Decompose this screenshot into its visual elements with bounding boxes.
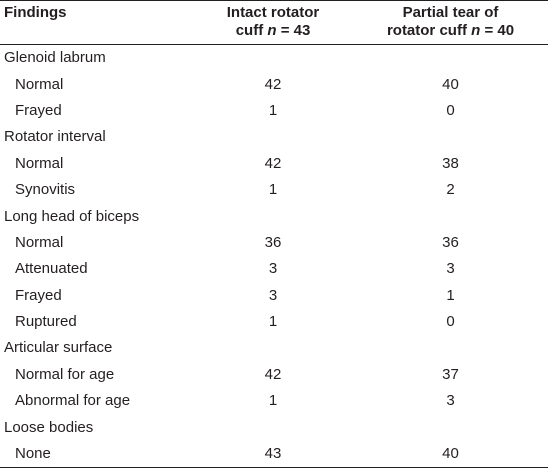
table-row: Frayed 3 1 xyxy=(0,283,548,309)
table-row: Abnormal for age 1 3 xyxy=(0,388,548,414)
finding-label: Synovitis xyxy=(15,181,76,199)
header-partial-prefix: rotator cuff xyxy=(386,22,472,39)
partial-count: 3 xyxy=(446,392,455,410)
finding-label: Normal xyxy=(15,75,64,93)
category-label: Glenoid labrum xyxy=(4,49,106,67)
table-row: Normal for age 42 37 xyxy=(0,362,548,388)
table-header: Findings Intact rotator cuff n = 43 Part… xyxy=(0,0,548,45)
finding-label: Frayed xyxy=(15,286,62,304)
table-row: Attenuated 3 3 xyxy=(0,256,548,282)
finding-label: Abnormal for age xyxy=(15,392,131,410)
header-intact-count: = 43 xyxy=(276,22,311,39)
table-row: Frayed 1 0 xyxy=(0,98,548,124)
header-intact-rotator-cuff: Intact rotator cuff n = 43 xyxy=(193,1,353,45)
header-intact-prefix: cuff xyxy=(235,22,268,39)
category-row: Rotator interval xyxy=(0,124,548,150)
partial-count: 38 xyxy=(442,154,459,172)
finding-label: Frayed xyxy=(15,101,62,119)
intact-count: 36 xyxy=(264,233,282,251)
header-partial-count: = 40 xyxy=(480,22,515,39)
intact-count: 3 xyxy=(268,260,278,278)
finding-label: Normal for age xyxy=(15,365,115,383)
header-partial-line1: Partial tear of xyxy=(402,4,499,21)
header-intact-line1: Intact rotator xyxy=(226,4,320,21)
table-row: Normal 36 36 xyxy=(0,230,548,256)
intact-count: 42 xyxy=(264,75,282,93)
category-label: Articular surface xyxy=(4,339,113,357)
table-row: None 43 40 xyxy=(0,441,548,468)
finding-label: Normal xyxy=(15,233,64,251)
intact-count: 3 xyxy=(268,286,278,304)
category-label: Rotator interval xyxy=(4,128,106,146)
intact-count: 1 xyxy=(268,101,278,119)
table-body: Glenoid labrum Normal 42 40 Frayed 1 0 Rotator … xyxy=(0,45,548,468)
header-intact-n: n xyxy=(267,22,277,39)
finding-label: Normal xyxy=(15,154,64,172)
header-row: Findings Intact rotator cuff n = 43 Part… xyxy=(0,0,548,45)
table-row: Normal 42 38 xyxy=(0,151,548,177)
partial-count: 1 xyxy=(446,286,455,304)
partial-count: 40 xyxy=(442,445,459,463)
intact-count: 1 xyxy=(268,313,278,331)
partial-count: 3 xyxy=(446,260,455,278)
intact-count: 1 xyxy=(268,181,278,199)
table-row: Synovitis 1 2 xyxy=(0,177,548,203)
intact-count: 1 xyxy=(268,392,278,410)
table-row: Ruptured 1 0 xyxy=(0,309,548,335)
header-partial-n: n xyxy=(471,22,481,39)
intact-count: 42 xyxy=(264,365,282,383)
header-findings: Findings xyxy=(4,4,67,21)
category-row: Glenoid labrum xyxy=(0,45,548,72)
category-label: Long head of biceps xyxy=(4,207,140,225)
partial-count: 0 xyxy=(446,313,455,331)
finding-label: Attenuated xyxy=(15,260,88,278)
finding-label: None xyxy=(15,445,51,463)
table-row: Normal 42 40 xyxy=(0,71,548,97)
category-row: Long head of biceps xyxy=(0,203,548,229)
header-partial-line2: rotator cuff n = 40 xyxy=(357,22,544,40)
partial-count: 40 xyxy=(442,75,459,93)
category-row: Loose bodies xyxy=(0,414,548,440)
intact-count: 43 xyxy=(264,445,282,463)
intact-count: 42 xyxy=(264,154,282,172)
category-label: Loose bodies xyxy=(4,418,94,436)
header-partial-tear: Partial tear of rotator cuff n = 40 xyxy=(353,1,548,45)
partial-count: 36 xyxy=(442,233,459,251)
partial-count: 0 xyxy=(446,101,455,119)
partial-count: 37 xyxy=(442,365,459,383)
finding-label: Ruptured xyxy=(15,313,77,331)
header-intact-line2: cuff n = 43 xyxy=(197,22,349,40)
partial-count: 2 xyxy=(446,181,455,199)
category-row: Articular surface xyxy=(0,335,548,361)
